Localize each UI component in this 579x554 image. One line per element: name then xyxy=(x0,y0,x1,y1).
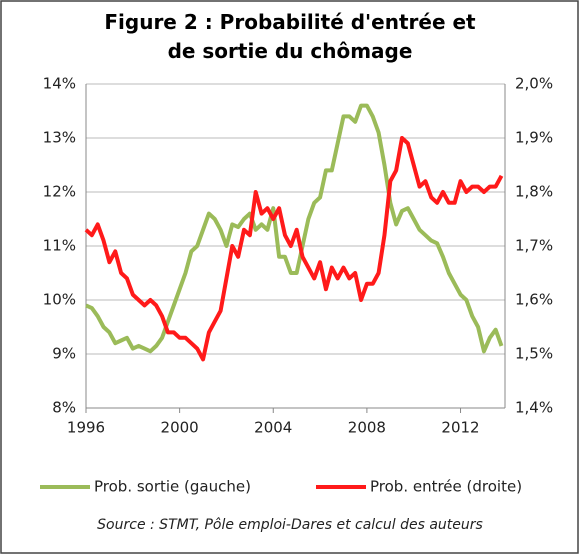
legend-label: Prob. entrée (droite) xyxy=(370,478,522,496)
y2-tick-label: 1,8% xyxy=(515,183,553,201)
x-tick-label: 2004 xyxy=(254,419,292,437)
series-line xyxy=(84,136,504,362)
y2-tick-label: 1,4% xyxy=(515,399,553,417)
y-tick-label: 13% xyxy=(43,129,76,147)
y2-tick-label: 1,6% xyxy=(515,291,553,309)
y-tick-label: 12% xyxy=(43,183,76,201)
y-tick-label: 11% xyxy=(43,237,76,255)
series-line xyxy=(85,103,504,354)
chart-title: Figure 2 : Probabilité d'entrée et de so… xyxy=(104,10,476,63)
y2-tick-label: 2,0% xyxy=(515,75,553,93)
y2-tick-label: 1,7% xyxy=(515,237,553,255)
y-tick-label: 14% xyxy=(43,75,76,93)
y-tick-label: 8% xyxy=(52,399,76,417)
legend-label: Prob. sortie (gauche) xyxy=(94,478,251,496)
y-tick-label: 9% xyxy=(52,345,76,363)
x-tick-label: 1996 xyxy=(67,419,105,437)
x-tick-label: 2008 xyxy=(348,419,386,437)
x-tick-label: 2012 xyxy=(441,419,479,437)
y-tick-label: 10% xyxy=(43,291,76,309)
y2-tick-label: 1,9% xyxy=(515,129,553,147)
x-tick-label: 2000 xyxy=(161,419,199,437)
source: Source : STMT, Pôle emploi-Dares et calc… xyxy=(97,517,483,533)
y2-tick-label: 1,5% xyxy=(515,345,553,363)
